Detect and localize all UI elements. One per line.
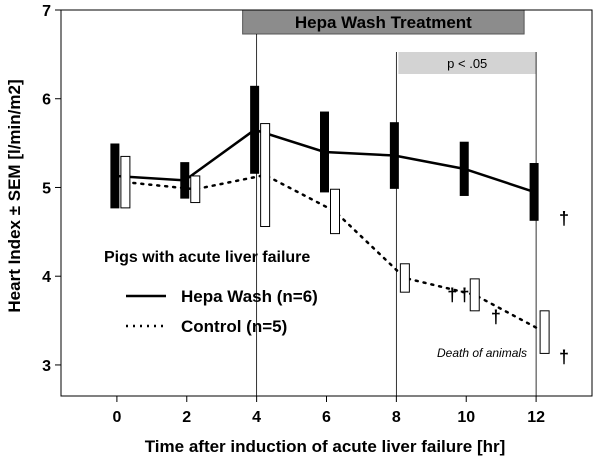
treatment-reference-lines <box>256 34 537 396</box>
series-control <box>120 123 550 354</box>
legend: Pigs with acute liver failure Hepa Wash … <box>104 249 318 336</box>
treatment-banner <box>242 9 525 35</box>
series-layer <box>110 85 550 354</box>
sem-bar-12h <box>529 163 539 221</box>
x-tick-label-2: 2 <box>182 409 191 426</box>
annotation-banners: Hepa Wash Treatment p < .05 <box>242 9 537 74</box>
sem-bar-0h <box>110 143 120 209</box>
x-tick-label-10: 10 <box>457 409 475 426</box>
y-tick-label-7: 7 <box>42 3 51 20</box>
legend-label-hepa-wash: Hepa Wash (n=6) <box>181 287 318 306</box>
sem-bar-0h <box>120 155 131 209</box>
x-tick-label-12: 12 <box>527 409 545 426</box>
treatment-banner-label: Hepa Wash Treatment <box>295 13 472 32</box>
sem-bar-6h <box>330 188 340 235</box>
death-marker-2: † <box>491 307 501 327</box>
sem-bar-2h <box>190 175 201 204</box>
y-tick-label-4: 4 <box>42 269 51 286</box>
y-tick-label-6: 6 <box>42 92 51 109</box>
sem-bar-2h <box>180 162 190 199</box>
sem-bar-4h <box>250 85 260 174</box>
x-tick-label-6: 6 <box>322 409 331 426</box>
x-axis: 0 2 4 6 8 10 12 <box>112 396 545 426</box>
x-tick-label-8: 8 <box>392 409 401 426</box>
death-marker-4: † <box>559 347 569 367</box>
y-axis: 3 4 5 6 7 <box>42 3 61 375</box>
sem-bar-10h <box>459 141 469 196</box>
death-marker-0: † <box>447 285 457 305</box>
sem-bar-4h <box>260 123 271 228</box>
x-axis-title: Time after induction of acute liver fail… <box>145 437 506 456</box>
y-axis-title: Heart Index ± SEM [l/min/m2] <box>5 79 24 312</box>
legend-label-control: Control (n=5) <box>181 317 287 336</box>
x-tick-label-4: 4 <box>252 409 261 426</box>
sem-bar-8h <box>399 263 410 293</box>
death-note: Death of animals <box>437 346 527 360</box>
series-hepa-wash <box>110 85 539 221</box>
y-tick-label-3: 3 <box>42 358 51 375</box>
sem-bar-12h <box>539 310 550 354</box>
y-tick-label-5: 5 <box>42 180 51 197</box>
sem-bar-8h <box>389 122 399 189</box>
death-markers: † †††† <box>447 209 569 367</box>
legend-title: Pigs with acute liver failure <box>104 249 310 266</box>
death-marker-1: † <box>459 285 469 305</box>
significance-banner-label: p < .05 <box>447 56 487 71</box>
significance-banner <box>398 52 537 74</box>
x-tick-label-0: 0 <box>112 409 121 426</box>
sem-bar-10h <box>469 278 480 312</box>
death-marker-3: † <box>559 209 569 229</box>
sem-bar-6h <box>320 111 329 193</box>
